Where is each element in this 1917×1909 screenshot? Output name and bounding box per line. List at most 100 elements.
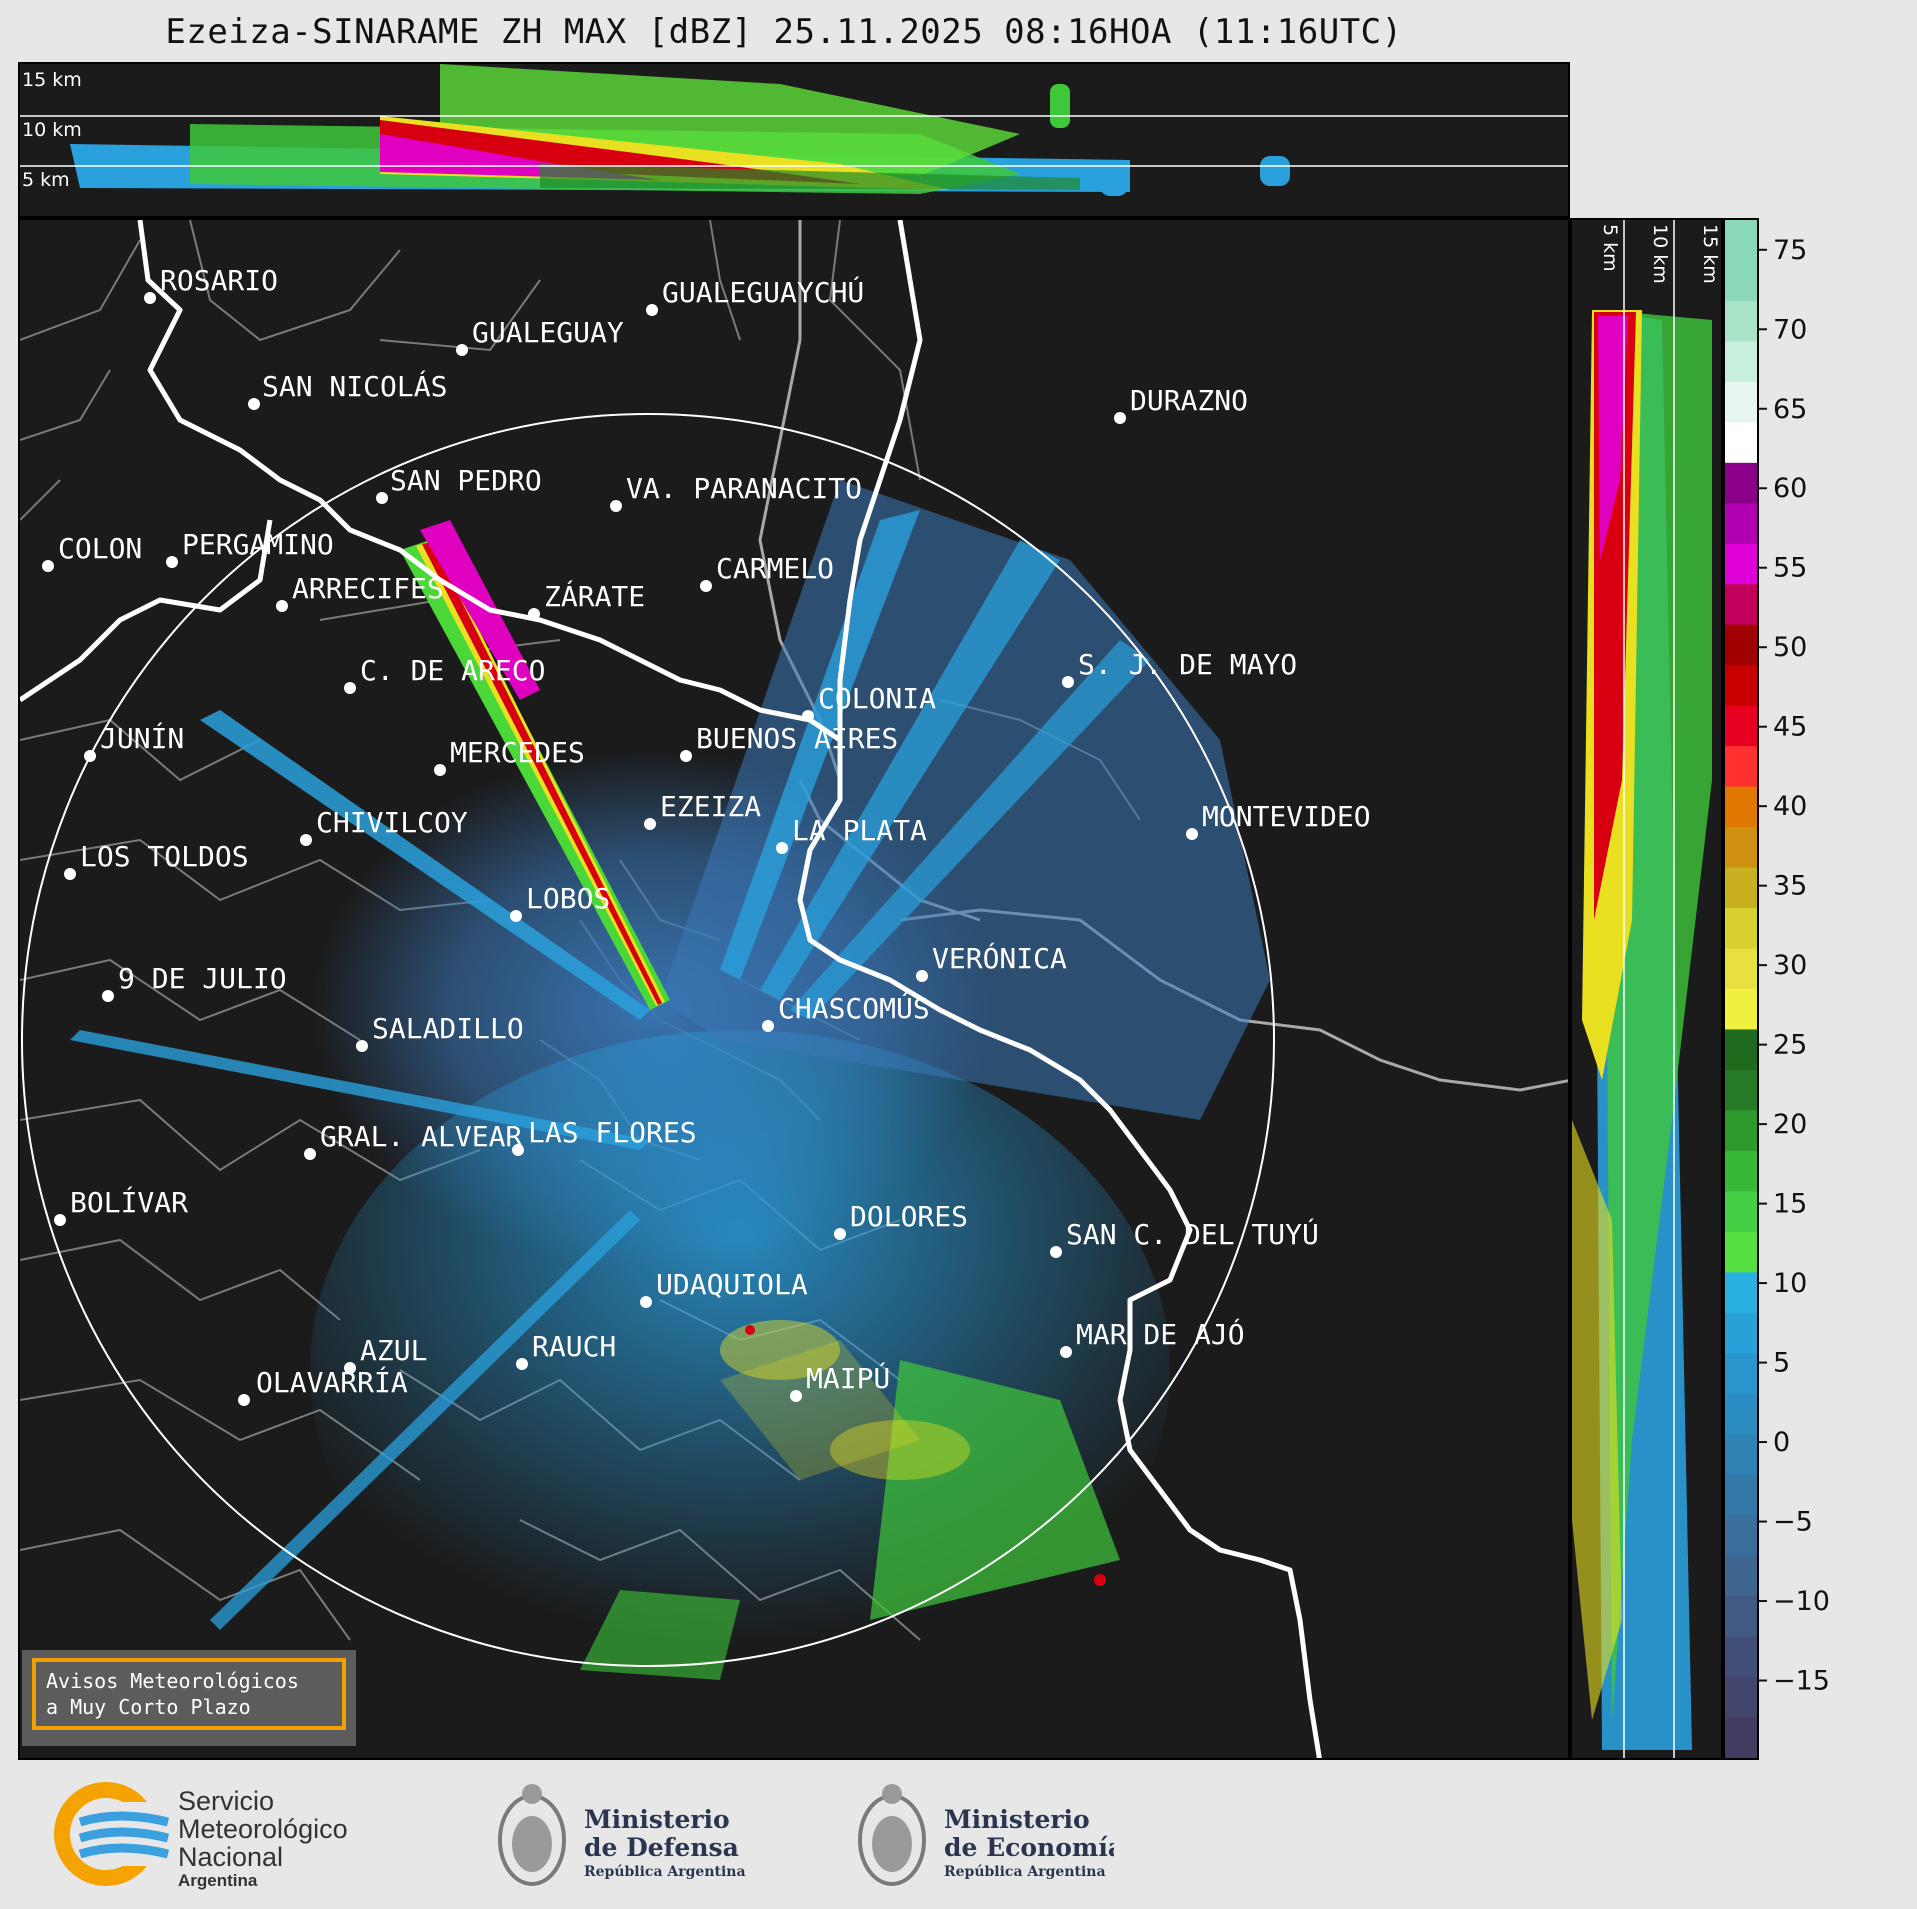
city-label: BOLÍVAR	[70, 1185, 188, 1219]
city-dot	[42, 560, 54, 572]
colorbar-segment	[1725, 1393, 1757, 1436]
city-label: COLONIA	[818, 682, 936, 715]
city-label: S. J. DE MAYO	[1078, 648, 1297, 681]
city-label: DURAZNO	[1130, 384, 1248, 417]
defensa-line-2: de Defensa	[584, 1833, 739, 1862]
colorbar-tick-label: 25	[1773, 1030, 1807, 1061]
city-dot	[516, 1358, 528, 1370]
city-dot	[344, 682, 356, 694]
radar-echoes	[70, 480, 1270, 1710]
city-dot	[1060, 1346, 1072, 1358]
city-label: MERCEDES	[450, 736, 585, 769]
colorbar-segment	[1725, 705, 1757, 748]
city-dot	[1062, 676, 1074, 688]
colorbar-segment	[1725, 665, 1757, 707]
city-label: DOLORES	[850, 1200, 968, 1233]
city-pergamino: PERGAMINO	[166, 528, 334, 568]
city-label: GUALEGUAY	[472, 316, 624, 349]
city-label: GUALEGUAYCHÚ	[662, 275, 864, 309]
city-gral-alvear: GRAL. ALVEAR	[304, 1120, 522, 1160]
colorbar-segment	[1725, 989, 1757, 1031]
avisos-line-2: a Muy Corto Plazo	[46, 1695, 251, 1719]
reflectivity-colorbar	[1723, 218, 1759, 1760]
city-label: RAUCH	[532, 1330, 616, 1363]
radar-map: ROSARIO GUALEGUAYCHÚ GUALEGUAY SAN NICOLÁS D…	[18, 218, 1570, 1760]
city-udaquiola: UDAQUIOLA	[640, 1268, 808, 1308]
city-san-pedro: SAN PEDRO	[376, 464, 542, 504]
colorbar-tick-label: 45	[1773, 712, 1807, 743]
city-chivilcoy: CHIVILCOY	[300, 806, 468, 846]
colorbar-tick-label: −10	[1773, 1586, 1830, 1617]
city-label: GRAL. ALVEAR	[320, 1120, 522, 1153]
colorbar-segment	[1725, 867, 1757, 910]
city-rosario: ROSARIO	[144, 264, 278, 304]
colorbar-segment	[1725, 584, 1757, 626]
city-dot	[610, 500, 622, 512]
colorbar-segment	[1725, 1677, 1757, 1719]
product-title: Ezeiza-SINARAME ZH MAX [dBZ] 25.11.2025 …	[165, 12, 1403, 52]
city-label: ROSARIO	[160, 264, 278, 297]
city-label: EZEIZA	[660, 790, 761, 823]
city-dot	[84, 750, 96, 762]
city-dot	[916, 970, 928, 982]
defensa-line-3: República Argentina	[584, 1864, 746, 1880]
city-olavarría: OLAVARRÍA	[238, 1365, 408, 1406]
colorbar-tick-label: −5	[1773, 1507, 1813, 1538]
city-label: C. DE ARECO	[360, 654, 545, 687]
city-dot	[528, 608, 540, 620]
city-bolívar: BOLÍVAR	[54, 1185, 188, 1226]
coastlines-rivers	[20, 220, 1322, 1758]
colorbar-tick-label: 30	[1773, 950, 1807, 981]
colorbar-tick-label: 5	[1773, 1348, 1790, 1379]
city-dot	[64, 868, 76, 880]
city-dot	[238, 1394, 250, 1406]
city-dot	[376, 492, 388, 504]
city-dot	[646, 304, 658, 316]
city-dot	[512, 1144, 524, 1156]
city-las-flores: LAS FLORES	[512, 1116, 697, 1156]
city-label: LA PLATA	[792, 814, 927, 847]
right-height-label-5: 5 km	[1599, 224, 1621, 272]
colorbar-segment	[1725, 948, 1757, 990]
colorbar-segment	[1725, 381, 1757, 424]
city-label: AZUL	[360, 1334, 427, 1367]
colorbar-segment	[1725, 1272, 1757, 1314]
city-arrecifes: ARRECIFES	[276, 572, 444, 612]
city-label: LOS TOLDOS	[80, 840, 249, 873]
colorbar-segment	[1725, 908, 1757, 950]
city-label: MAIPÚ	[806, 1361, 890, 1395]
ministerio-defensa-logo: Ministerio de Defensa República Argentin…	[498, 1784, 746, 1886]
smn-line-2: Meteorológico	[178, 1814, 348, 1844]
city-montevideo: MONTEVIDEO	[1186, 800, 1371, 840]
economia-line-2: de Economía	[944, 1833, 1114, 1862]
city-label: OLAVARRÍA	[256, 1365, 408, 1399]
city-dot	[802, 710, 814, 722]
city-label: VERÓNICA	[932, 941, 1067, 975]
colorbar-tick-label: 70	[1773, 314, 1807, 345]
avisos-badge[interactable]: Avisos Meteorológicos a Muy Corto Plazo	[22, 1650, 356, 1746]
colorbar-tick-label: 35	[1773, 871, 1807, 902]
avisos-line-1: Avisos Meteorológicos	[46, 1669, 299, 1693]
city-san-nicolás: SAN NICOLÁS	[248, 369, 447, 410]
city-verónica: VERÓNICA	[916, 941, 1067, 982]
top-height-label-5: 5 km	[22, 169, 70, 191]
city-c-de-areco: C. DE ARECO	[344, 654, 545, 694]
city-ezeiza: EZEIZA	[644, 790, 761, 830]
colorbar-segment	[1725, 1110, 1757, 1152]
ministerio-economia-logo: Ministerio de Economía República Argenti…	[858, 1784, 1114, 1886]
city-maipú: MAIPÚ	[790, 1361, 890, 1402]
city-dot	[1050, 1246, 1062, 1258]
city-label: CARMELO	[716, 552, 834, 585]
city-buenos-aires: BUENOS AIRES	[680, 722, 898, 762]
colorbar-tick-label: −15	[1773, 1666, 1830, 1697]
city-9-de-julio: 9 DE JULIO	[102, 962, 287, 1002]
colorbar-segment	[1725, 1150, 1757, 1193]
city-dot	[834, 1228, 846, 1240]
colorbar-segment	[1725, 1474, 1757, 1517]
city-chascomús: CHASCOMÚS	[762, 991, 930, 1032]
colorbar-segment	[1725, 624, 1757, 667]
city-dot	[1186, 828, 1198, 840]
city-gualeguaychú: GUALEGUAYCHÚ	[646, 275, 864, 316]
city-label: JUNÍN	[100, 721, 184, 755]
